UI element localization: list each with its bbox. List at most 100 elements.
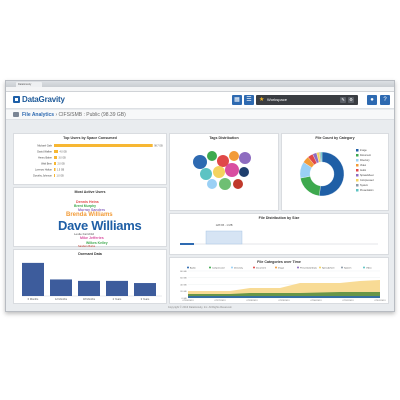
word-cloud: Dennis Heins Brent Murphy Murray Sanders… <box>14 196 166 248</box>
ct-legend-label: Audio <box>190 266 196 269</box>
ct-legend-dot <box>341 266 343 269</box>
ct-x-tick: 07/26/2013 <box>183 300 195 302</box>
donut-slice <box>319 151 345 197</box>
top-users-name: Dorothy Johnson <box>33 174 53 177</box>
browser-titlebar: DataGravity <box>6 81 394 87</box>
top-users-bar <box>54 156 57 159</box>
ct-x-tick: 07/31/2013 <box>343 300 355 302</box>
ct-legend-dot <box>275 266 277 269</box>
cloud-word[interactable]: Leslie Fairchild <box>74 232 95 236</box>
legend-label: Directory <box>360 159 370 162</box>
pencil-icon[interactable]: ✎ <box>340 97 346 103</box>
top-users-value: 3.0 GB <box>59 157 67 159</box>
breadcrumb-section[interactable]: File Analytics <box>22 112 55 118</box>
legend-swatch <box>356 159 359 162</box>
cloud-word[interactable]: Sanders Burke <box>78 245 96 248</box>
star-icon: ★ <box>259 97 265 103</box>
legend-label: Compressed <box>360 179 374 182</box>
cloud-word[interactable]: Dave Williams <box>58 218 142 233</box>
ct-legend-dot <box>187 266 189 269</box>
ct-legend-dot <box>209 266 211 269</box>
cloud-word[interactable]: Murray Sanders <box>78 208 106 212</box>
ct-y-tick: 40 GB <box>180 284 187 286</box>
dormant-label: 12 Months <box>55 297 68 301</box>
tags-title: Tags Distribution <box>209 136 239 140</box>
browser-tab[interactable]: DataGravity <box>16 82 42 87</box>
dormant-bar <box>22 262 44 296</box>
tags-bubble-chart <box>193 151 251 190</box>
donut-slice <box>320 151 323 163</box>
top-users-value: 4.0 GB <box>60 151 68 153</box>
ct-legend-label: Directory <box>234 266 244 269</box>
top-users-value: 1.5 GB <box>57 169 65 171</box>
ct-legend-dot <box>297 266 299 269</box>
dormant-bar <box>78 280 100 296</box>
dormant-label: 3 Years <box>141 297 150 301</box>
ct-legend-dot <box>319 266 321 269</box>
top-users-name: Lorenzo Holton <box>35 168 53 171</box>
top-users-bar <box>54 144 153 147</box>
cloud-word[interactable]: Wilkes Kelley <box>86 241 108 245</box>
tags-panel: Tags Distribution <box>169 133 279 211</box>
ct-x-tick: 07/28/2013 <box>247 300 259 302</box>
settings-icon[interactable]: ⚙ <box>348 97 354 103</box>
file-dist-label: 128 KB - 1 MB <box>216 223 233 227</box>
dormant-bar <box>50 279 72 296</box>
ct-x-tick: 07/30/2013 <box>311 300 323 302</box>
top-users-bar <box>54 174 55 177</box>
workspace-selector[interactable]: ★ Workspace ✎ ⚙ <box>256 95 358 105</box>
dormant-label: 6 Months <box>28 297 39 301</box>
list-view-button[interactable]: ☰ <box>244 95 254 105</box>
legend-label: Image <box>360 149 367 152</box>
cloud-word[interactable]: Brent Murphy <box>74 204 97 208</box>
top-users-chart: Michael Gale 98.7 GB David Walker 4.0 GB Hen… <box>33 144 163 177</box>
cloud-word[interactable]: Mike Jefferies <box>80 236 104 240</box>
legend-swatch <box>356 154 359 157</box>
ct-legend-dot <box>231 266 233 269</box>
file-count-panel: File Count by Category Image Document Dire… <box>281 133 389 211</box>
app-window: DataGravity DataGravity ▦ ☰ ★ Workspace … <box>5 80 395 312</box>
ct-legend-label: Image <box>278 267 285 269</box>
grid-view-button[interactable]: ▦ <box>232 95 242 105</box>
file-count-donut: Image Document Directory Video Audio Spreadsh… <box>299 149 374 197</box>
legend-swatch <box>356 179 359 182</box>
logo-icon <box>13 96 20 103</box>
browser-toolbar <box>6 87 394 92</box>
file-dist-chart: 128 KB - 1 MB <box>180 223 378 245</box>
user-button[interactable]: ● <box>367 95 377 105</box>
user-icon: ● <box>370 97 374 103</box>
ct-legend-label: Spreadsheet <box>322 266 335 269</box>
tag-bubble <box>217 155 229 167</box>
top-users-value: 2.0 GB <box>58 163 66 165</box>
list-icon: ☰ <box>246 97 252 103</box>
dormant-label: 18 Months <box>83 297 96 301</box>
top-users-name: Michael Gale <box>37 144 52 147</box>
legend-label: Video <box>360 164 367 167</box>
top-users-title: Top Users by Space Consumed <box>63 136 117 140</box>
cloud-word[interactable]: Brenda Williams <box>66 212 113 218</box>
file-dist-panel: File Distribution by Size 128 KB - 1 MB <box>169 213 389 255</box>
help-button[interactable]: ? <box>380 95 390 105</box>
browser-tab-title: DataGravity <box>18 83 32 86</box>
tag-bubble <box>207 179 217 189</box>
donut-slice <box>300 176 321 196</box>
file-count-title: File Count by Category <box>315 136 355 140</box>
ct-area-directory <box>188 296 380 298</box>
legend-swatch <box>356 164 359 167</box>
dormant-panel: Dormant Data 6 Months 12 Months 18 Months 2… <box>13 249 167 304</box>
categories-time-panel: File Categories over Time Audio Compresse… <box>169 257 389 304</box>
legend-swatch <box>356 184 359 187</box>
ct-legend-label: PresentationData <box>300 266 318 269</box>
most-active-title: Most Active Users <box>74 190 106 194</box>
legend-label: Presentation <box>360 189 374 192</box>
legend-swatch <box>356 174 359 177</box>
legend-swatch <box>356 189 359 192</box>
tag-bubble <box>233 179 243 189</box>
ct-legend-label: System <box>344 266 351 269</box>
legend-label: Spreadsheet <box>360 174 374 177</box>
categories-time-title: File Categories over Time <box>257 260 301 264</box>
cloud-word[interactable]: Dennis Heins <box>76 200 99 204</box>
ct-legend-label: Document <box>256 266 266 269</box>
tag-bubble <box>229 151 239 161</box>
logo-text: DataGravity <box>22 95 65 104</box>
